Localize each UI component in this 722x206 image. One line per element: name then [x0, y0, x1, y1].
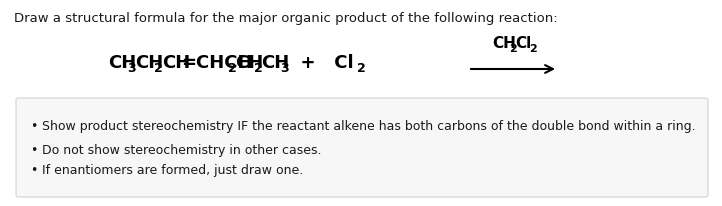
Text: Show product stereochemistry IF the reactant alkene has both carbons of the doub: Show product stereochemistry IF the reac…	[42, 120, 695, 133]
Text: CH: CH	[135, 54, 163, 72]
Text: 3: 3	[280, 62, 289, 75]
Text: CH: CH	[108, 54, 136, 72]
Text: Draw a structural formula for the major organic product of the following reactio: Draw a structural formula for the major …	[14, 12, 557, 25]
Text: •: •	[30, 164, 38, 177]
Text: 2: 2	[228, 62, 237, 75]
Text: Do not show stereochemistry in other cases.: Do not show stereochemistry in other cas…	[42, 144, 321, 157]
Text: 3: 3	[127, 62, 136, 75]
Text: Cl: Cl	[515, 36, 531, 51]
Text: If enantiomers are formed, just draw one.: If enantiomers are formed, just draw one…	[42, 164, 303, 177]
Text: 2: 2	[529, 44, 536, 54]
Text: 2: 2	[357, 62, 366, 75]
FancyBboxPatch shape	[16, 98, 708, 197]
Text: CH: CH	[492, 36, 516, 51]
Text: CH: CH	[261, 54, 290, 72]
Text: +   Cl: + Cl	[288, 54, 354, 72]
Text: 2: 2	[254, 62, 263, 75]
Text: 2: 2	[154, 62, 162, 75]
Text: •: •	[30, 120, 38, 133]
Text: =CHCH: =CHCH	[181, 54, 253, 72]
Text: 2: 2	[509, 44, 517, 54]
Text: •: •	[30, 144, 38, 157]
Text: CH: CH	[235, 54, 264, 72]
Text: CH: CH	[162, 54, 191, 72]
